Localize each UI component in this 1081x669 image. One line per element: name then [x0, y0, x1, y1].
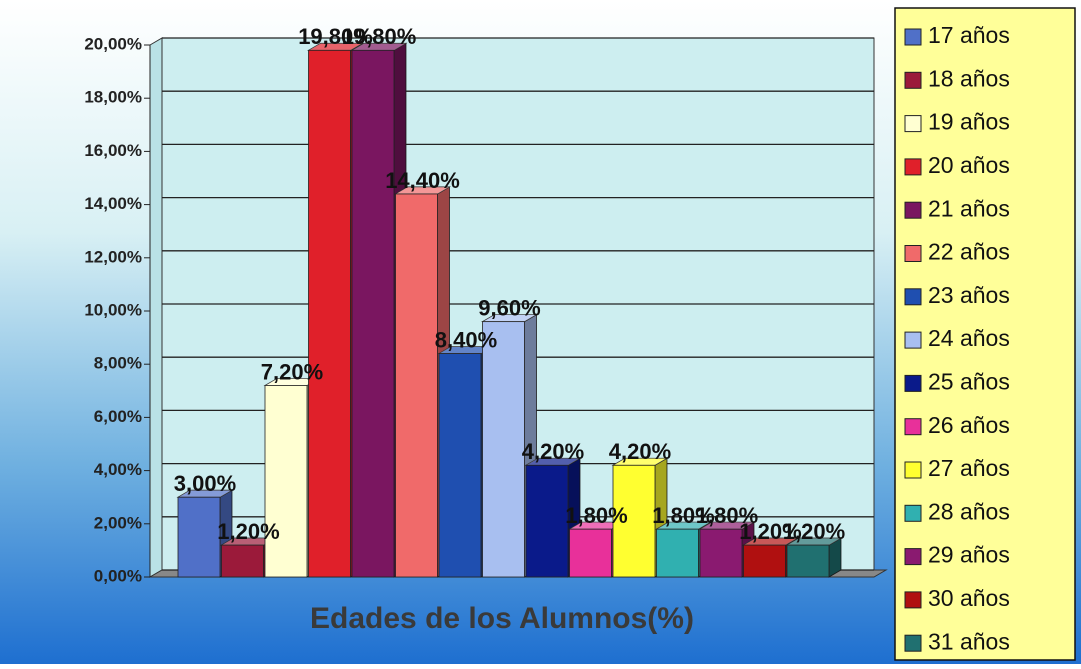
y-tick-label: 0,00%	[94, 566, 142, 585]
chart-title: Edades de los Alumnos(%)	[310, 602, 694, 635]
bar	[786, 544, 830, 578]
bar	[656, 528, 699, 578]
bar-side-shade	[829, 538, 841, 577]
bar-top-shade	[613, 458, 667, 466]
bar	[569, 528, 612, 578]
legend-label: 20 años	[928, 152, 1010, 178]
legend-label: 27 años	[928, 455, 1010, 481]
legend-swatch	[904, 461, 922, 479]
side-wall	[149, 37, 163, 578]
bar-top-shade	[787, 538, 841, 546]
bar-top-shade	[439, 346, 493, 354]
legend-label: 22 años	[928, 239, 1010, 265]
bar	[221, 544, 264, 578]
bar	[438, 353, 482, 578]
legend-swatch	[904, 158, 922, 176]
bar-top-shade	[656, 522, 711, 530]
legend-label: 31 años	[928, 628, 1010, 654]
bar	[308, 49, 351, 578]
bar	[351, 49, 395, 578]
value-label: 19,80%	[298, 24, 373, 49]
value-label: 8,40%	[435, 327, 497, 352]
bar-top-shade	[395, 186, 450, 194]
y-tick-label: 14,00%	[84, 194, 142, 213]
bar	[699, 528, 743, 578]
legend-swatch	[904, 374, 922, 392]
legend-swatch	[904, 71, 922, 89]
y-tick-label: 10,00%	[84, 300, 142, 319]
value-label: 1,80%	[652, 503, 714, 528]
legend-label: 29 años	[928, 542, 1010, 568]
legend-swatch	[904, 591, 922, 609]
value-label: 3,00%	[174, 471, 236, 496]
value-label: 1,20%	[739, 519, 801, 544]
y-tick-label: 6,00%	[94, 407, 142, 426]
bar-top-shade	[178, 490, 232, 498]
value-label: 4,20%	[609, 439, 671, 464]
legend-label: 24 años	[928, 325, 1010, 351]
y-tick-label: 20,00%	[84, 34, 142, 53]
legend-swatch	[904, 634, 922, 652]
bar-top-shade	[221, 538, 276, 546]
legend-box	[894, 7, 1076, 661]
y-tick-label: 16,00%	[84, 141, 142, 160]
legend-label: 19 años	[928, 109, 1010, 135]
value-label: 7,20%	[261, 359, 323, 384]
legend-label: 26 años	[928, 412, 1010, 438]
value-label: 4,20%	[522, 439, 584, 464]
bar-top-shade	[265, 378, 319, 386]
legend-label: 18 años	[928, 65, 1010, 91]
bar-top-shade	[569, 522, 624, 530]
legend-swatch	[904, 245, 922, 262]
bar-top-shade	[526, 458, 580, 466]
bar	[264, 385, 308, 578]
value-label: 9,60%	[478, 295, 540, 320]
bar	[482, 321, 525, 578]
legend-label: 30 años	[928, 585, 1010, 611]
bar-top-shade	[352, 43, 406, 51]
bar	[612, 464, 656, 578]
y-tick-label: 18,00%	[84, 88, 142, 107]
legend-swatch	[904, 115, 922, 133]
bar	[177, 496, 221, 578]
legend-label: 25 años	[928, 368, 1010, 394]
bar-top-shade	[700, 522, 754, 530]
bar	[395, 193, 438, 578]
bar-top-shade	[743, 538, 798, 546]
legend-swatch	[904, 28, 922, 46]
legend-swatch	[904, 201, 922, 219]
value-label: 14,40%	[385, 168, 460, 193]
y-tick-label: 2,00%	[94, 513, 142, 532]
legend-label: 17 años	[928, 22, 1010, 48]
bar	[525, 464, 569, 578]
bar	[743, 544, 786, 578]
legend-swatch	[904, 504, 922, 522]
legend-swatch	[904, 288, 922, 306]
bar-top-shade	[482, 314, 537, 322]
y-tick-label: 4,00%	[94, 460, 142, 479]
legend-label: 23 años	[928, 282, 1010, 308]
value-label: 1,20%	[783, 519, 845, 544]
value-label: 1,20%	[217, 519, 279, 544]
y-tick-label: 8,00%	[94, 354, 142, 373]
legend-swatch	[904, 418, 922, 436]
legend-swatch	[904, 548, 922, 566]
legend-swatch	[904, 331, 922, 349]
legend-label: 28 años	[928, 498, 1010, 524]
bar-top-shade	[308, 43, 363, 51]
value-label: 19,80%	[342, 24, 417, 49]
legend-label: 21 años	[928, 195, 1010, 221]
value-label: 1,80%	[696, 503, 758, 528]
y-tick-label: 12,00%	[84, 247, 142, 266]
value-label: 1,80%	[565, 503, 627, 528]
